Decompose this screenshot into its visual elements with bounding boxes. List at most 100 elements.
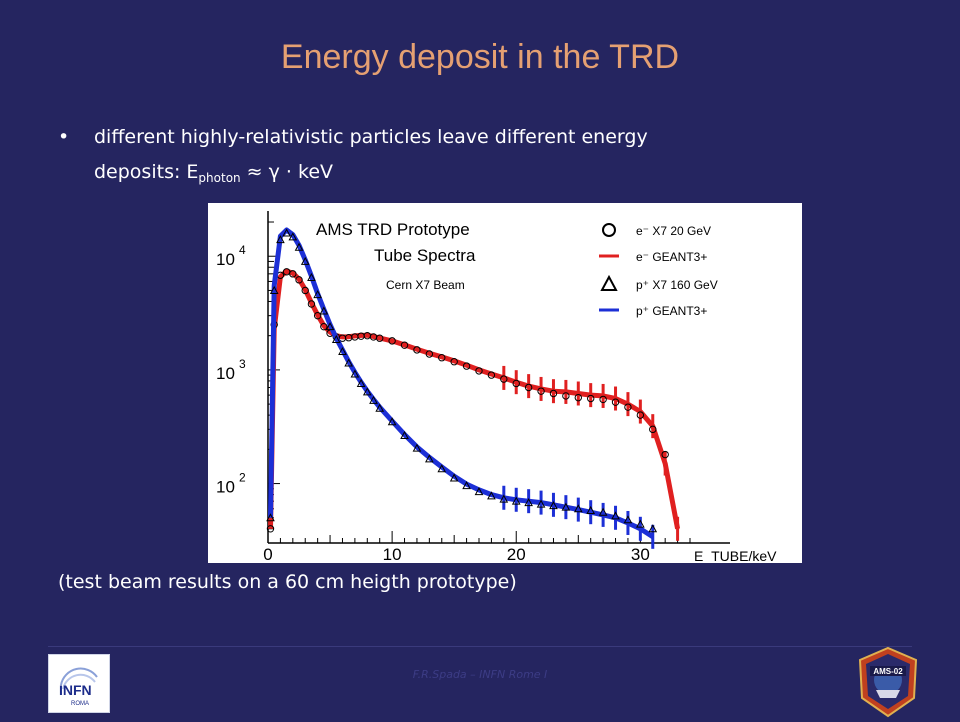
data-point-circle [413, 346, 421, 354]
data-point-triangle [400, 430, 409, 439]
data-point-triangle [536, 499, 546, 508]
data-point-triangle [319, 306, 329, 315]
chart-title: AMS TRD Prototype [316, 220, 470, 239]
data-point-circle [661, 450, 669, 459]
data-point-triangle [623, 515, 633, 524]
data-point-triangle [474, 487, 484, 496]
data-point-triangle [369, 395, 378, 404]
data-point-triangle [636, 519, 645, 528]
data-point-circle [524, 383, 533, 392]
data-point-circle [313, 311, 322, 320]
bullet-text: different highly-relativistic particles … [94, 120, 834, 196]
legend-marker-triangle [600, 274, 618, 291]
bullet-dot: • [58, 126, 70, 148]
data-point-circle [289, 270, 297, 278]
x-tick-label: 10 [383, 545, 402, 563]
data-point-triangle [648, 524, 658, 533]
data-point-circle [307, 300, 316, 308]
data-point-triangle [511, 496, 521, 505]
tube-spectra-chart: e⁻ X7 20 GeV e⁻ GEANT3+ p⁺ X7 160 GeV p⁺ GE… [216, 211, 777, 564]
data-point-circle [475, 367, 483, 375]
data-point-triangle [313, 290, 322, 299]
infn-logo: INFN ROMA [48, 654, 110, 713]
data-point-circle [574, 393, 582, 402]
data-point-circle [450, 358, 458, 366]
data-point-triangle [300, 256, 310, 265]
chart-annotation: Cern X7 Beam [386, 278, 465, 292]
chart-panel: e⁻ X7 20 GeV e⁻ GEANT3+ p⁺ X7 160 GeV p⁺ GE… [208, 203, 802, 564]
data-point-circle [562, 392, 570, 400]
legend-label: p⁺ GEANT3+ [636, 304, 707, 318]
data-point-circle [636, 411, 645, 419]
data-point-circle [301, 286, 309, 295]
data-point-circle [512, 379, 520, 388]
data-point-triangle [362, 387, 372, 396]
data-point-circle [462, 362, 471, 370]
data-point-triangle [462, 481, 471, 490]
data-point-triangle [598, 507, 608, 516]
data-point-circle [320, 322, 328, 331]
legend-marker-circle [602, 223, 616, 237]
y-tick-label: 10 [216, 478, 235, 497]
y-tick-exponent: 3 [239, 357, 246, 371]
data-point-circle [500, 375, 508, 383]
y-tick-exponent: 2 [239, 471, 246, 485]
bullet-subscript: photon [198, 171, 241, 185]
data-point-circle [438, 354, 446, 362]
data-point-circle [587, 394, 595, 403]
y-tick-label: 10 [216, 250, 235, 269]
data-point-triangle [412, 443, 422, 452]
data-point-triangle [269, 285, 279, 294]
series-line-3 [268, 227, 655, 539]
x-tick-label: 0 [263, 545, 272, 563]
data-point-circle [266, 525, 275, 533]
data-point-triangle [356, 378, 366, 387]
bullet-line-1: different highly-relativistic particles … [94, 126, 648, 148]
data-point-triangle [294, 242, 304, 251]
data-point-triangle [276, 235, 285, 244]
legend-label: e⁻ X7 20 GeV [636, 224, 711, 238]
legend-label: e⁻ GEANT3+ [636, 250, 707, 264]
data-point-triangle [325, 322, 335, 331]
data-point-triangle [307, 272, 316, 281]
data-point-circle [425, 350, 434, 358]
data-point-triangle [266, 513, 275, 522]
ams-02-logo: AMS-02 [856, 646, 920, 718]
chart-subtitle: Tube Spectra [374, 246, 476, 265]
x-axis-label: E_TUBE/keV [694, 548, 777, 563]
data-point-triangle [375, 403, 385, 412]
footer-text: F.R.Spada – INFN Rome I [412, 668, 548, 681]
x-tick-label: 30 [631, 545, 650, 563]
slide-title: Energy deposit in the TRD [280, 38, 680, 76]
infn-logo-subtext: ROMA [71, 701, 89, 707]
data-point-triangle [344, 358, 354, 367]
data-point-circle [388, 337, 396, 345]
data-point-triangle [331, 334, 341, 344]
data-point-triangle [437, 464, 447, 473]
data-point-circle [295, 276, 303, 284]
data-point-triangle [586, 505, 596, 514]
data-point-circle [649, 425, 657, 434]
bullet-line-2-prefix: deposits: E [94, 161, 199, 183]
data-point-triangle [487, 491, 496, 500]
data-point-triangle [549, 501, 558, 510]
data-point-circle [376, 334, 384, 342]
data-point-triangle [611, 511, 620, 520]
data-point-circle [624, 403, 632, 411]
slide-caption: (test beam results on a 60 cm heigth pro… [58, 571, 517, 593]
data-point-circle [599, 395, 607, 404]
data-point-circle [400, 341, 409, 349]
data-point-triangle [288, 232, 298, 241]
data-point-circle [611, 398, 620, 406]
data-point-circle [549, 389, 558, 398]
y-tick-exponent: 4 [239, 243, 246, 257]
data-point-triangle [387, 417, 397, 426]
data-point-triangle [449, 473, 459, 482]
data-point-triangle [425, 454, 434, 463]
ams-logo-text: AMS-02 [873, 667, 903, 676]
infn-logo-text: INFN [59, 682, 92, 698]
data-point-triangle [282, 228, 291, 237]
data-point-triangle [338, 347, 347, 356]
bullet-line-2-suffix: ≈ γ · keV [240, 161, 334, 183]
data-point-triangle [350, 369, 360, 378]
